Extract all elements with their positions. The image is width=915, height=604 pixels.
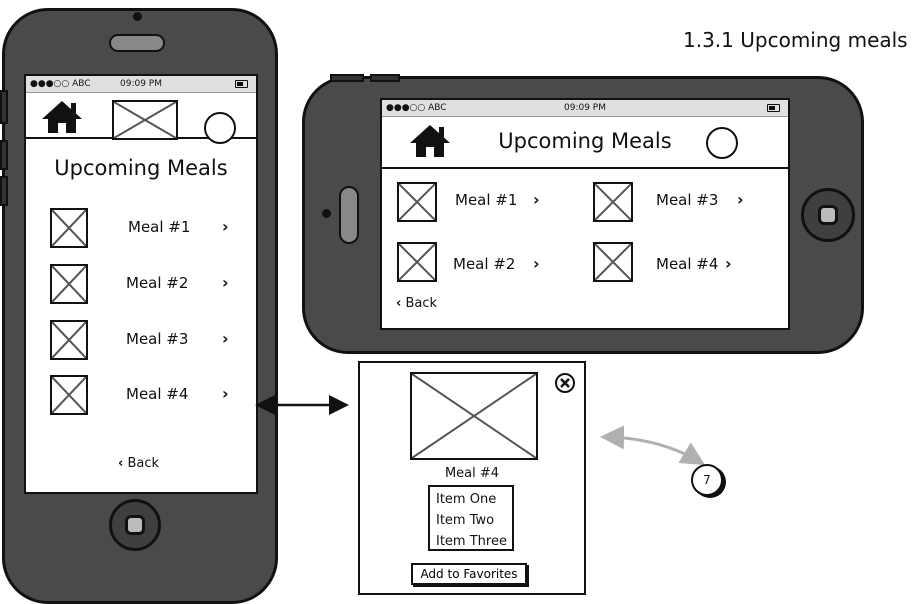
image-placeholder-icon <box>412 374 536 458</box>
list-item: Item Two <box>436 513 495 528</box>
status-time: 09:09 PM <box>120 79 162 89</box>
status-bar: ●●●○○ ABC 09:09 PM <box>26 76 256 93</box>
chevron-right-icon: › <box>533 254 540 273</box>
meal-thumbnail <box>50 320 88 360</box>
meal-label: Meal #4 <box>656 255 719 273</box>
home-icon[interactable] <box>408 123 452 159</box>
list-item[interactable]: Meal #1 › <box>50 208 250 248</box>
battery-icon <box>767 104 780 112</box>
meal-thumbnail <box>50 208 88 248</box>
landscape-screen: ●●●○○ ABC 09:09 PM Upcoming Meals Meal #… <box>380 98 790 330</box>
image-placeholder-icon <box>52 266 86 302</box>
meal-label: Meal #1 <box>128 218 191 236</box>
meal-thumbnail <box>50 264 88 304</box>
image-placeholder-icon <box>52 210 86 246</box>
meal-thumbnail <box>397 242 437 282</box>
back-label: Back <box>127 456 160 471</box>
image-placeholder-icon <box>52 377 86 413</box>
dialog-title: Meal #4 <box>444 466 500 481</box>
meal-thumbnail <box>593 242 633 282</box>
home-hardware-button[interactable] <box>109 499 161 551</box>
profile-circle-icon[interactable] <box>706 127 738 159</box>
home-hardware-button[interactable] <box>801 188 855 242</box>
page-title: Upcoming Meals <box>498 129 672 153</box>
home-button-glyph <box>125 515 145 535</box>
meal-items-list: Item One Item Two Item Three <box>428 485 514 551</box>
meal-label: Meal #3 <box>656 191 719 209</box>
earpiece-speaker <box>109 34 165 52</box>
landscape-header: Upcoming Meals <box>382 115 788 169</box>
home-button-glyph <box>818 205 838 225</box>
chevron-right-icon: › <box>222 273 229 292</box>
chevron-right-icon: › <box>533 190 540 209</box>
status-carrier: ●●●○○ ABC <box>386 103 447 113</box>
image-placeholder-icon <box>595 244 631 280</box>
side-button <box>0 176 8 206</box>
list-item: Item One <box>436 492 497 507</box>
side-button <box>370 74 400 82</box>
chevron-left-icon: ‹ <box>396 296 402 311</box>
image-placeholder-icon <box>399 244 435 280</box>
chevron-right-icon: › <box>222 329 229 348</box>
chevron-right-icon: › <box>737 190 744 209</box>
meal-thumbnail <box>397 182 437 222</box>
page-caption: 1.3.1 Upcoming meals <box>683 28 908 52</box>
front-camera <box>322 209 331 218</box>
portrait-header <box>26 93 256 144</box>
chevron-right-icon: › <box>222 217 229 236</box>
image-placeholder-icon <box>399 184 435 220</box>
chevron-right-icon: › <box>725 254 732 273</box>
list-item[interactable]: Meal #1 › <box>397 182 557 222</box>
home-icon[interactable] <box>40 99 84 135</box>
meal-label: Meal #2 <box>126 274 189 292</box>
list-item: Item Three <box>436 534 507 549</box>
meal-detail-dialog: Meal #4 Item One Item Two Item Three Add… <box>358 361 586 595</box>
back-link[interactable]: ‹ Back <box>396 296 437 311</box>
close-icon-glyph <box>560 378 570 388</box>
image-placeholder-icon <box>595 184 631 220</box>
side-button <box>330 74 364 82</box>
meal-thumbnail <box>50 375 88 415</box>
list-item[interactable]: Meal #4 › <box>50 375 250 415</box>
battery-icon <box>235 80 248 88</box>
status-time: 09:09 PM <box>564 103 606 113</box>
annotation-badge: 7 <box>691 464 723 496</box>
front-camera <box>133 12 142 21</box>
meal-label: Meal #2 <box>453 255 516 273</box>
meal-label: Meal #3 <box>126 330 189 348</box>
meal-thumbnail <box>593 182 633 222</box>
side-button <box>0 140 8 170</box>
status-carrier: ●●●○○ ABC <box>30 79 91 89</box>
image-placeholder-icon <box>114 102 176 138</box>
close-icon[interactable] <box>555 373 575 393</box>
chevron-left-icon: ‹ <box>118 456 124 471</box>
side-button <box>0 90 8 124</box>
meal-image-placeholder <box>410 372 538 460</box>
meal-label: Meal #1 <box>455 191 518 209</box>
back-link[interactable]: ‹ Back <box>118 456 159 471</box>
page-title: Upcoming Meals <box>54 156 228 180</box>
profile-circle-icon[interactable] <box>204 112 236 144</box>
list-item[interactable]: Meal #2 › <box>50 264 250 304</box>
back-label: Back <box>405 296 438 311</box>
list-item[interactable]: Meal #4 › <box>593 242 753 282</box>
annotation-arrow <box>600 425 706 466</box>
status-bar: ●●●○○ ABC 09:09 PM <box>382 100 788 117</box>
earpiece-speaker <box>339 186 359 244</box>
chevron-right-icon: › <box>222 384 229 403</box>
list-item[interactable]: Meal #3 › <box>50 320 250 360</box>
list-item[interactable]: Meal #2 › <box>397 242 557 282</box>
logo-image-placeholder <box>112 100 178 140</box>
portrait-screen: ●●●○○ ABC 09:09 PM Upcoming Meals Meal #… <box>24 74 258 494</box>
image-placeholder-icon <box>52 322 86 358</box>
meal-label: Meal #4 <box>126 385 189 403</box>
list-item[interactable]: Meal #3 › <box>593 182 753 222</box>
add-to-favorites-button[interactable]: Add to Favorites <box>411 563 527 585</box>
